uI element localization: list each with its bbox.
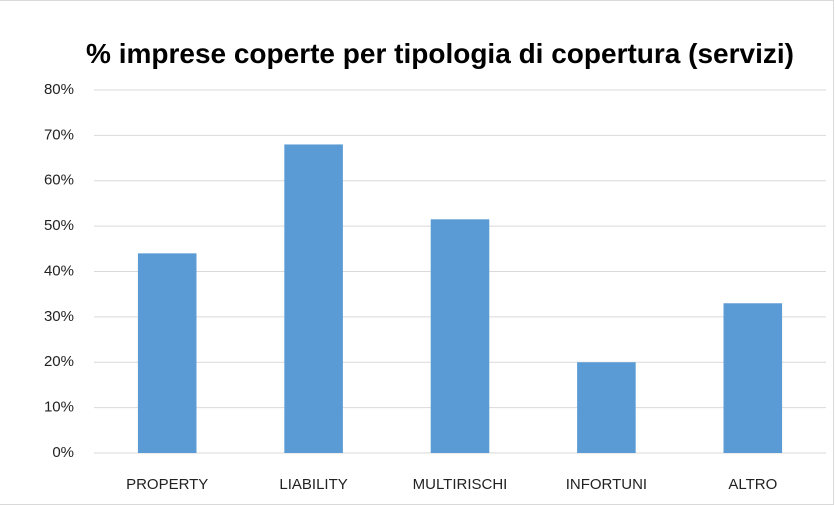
y-tick-label: 70% xyxy=(44,126,74,143)
x-tick-label: INFORTUNI xyxy=(566,476,647,493)
y-tick-label: 30% xyxy=(44,308,74,325)
x-tick-label: PROPERTY xyxy=(126,476,208,493)
x-tick-label: LIABILITY xyxy=(279,476,347,493)
x-tick-label: ALTRO xyxy=(728,476,777,493)
bar xyxy=(284,144,343,453)
y-tick-label: 80% xyxy=(44,81,74,98)
bar xyxy=(137,253,197,453)
bar xyxy=(577,362,636,453)
chart-title: % imprese coperte per tipologia di coper… xyxy=(86,38,794,69)
y-tick-label: 40% xyxy=(44,262,74,279)
y-tick-label: 10% xyxy=(44,399,74,416)
y-tick-label: 50% xyxy=(44,217,74,234)
x-tick-label: MULTIRISCHI xyxy=(413,476,508,493)
y-tick-label: 60% xyxy=(44,172,74,189)
bar xyxy=(723,303,783,453)
y-tick-label: 0% xyxy=(52,444,74,461)
bar xyxy=(430,219,490,453)
y-tick-label: 20% xyxy=(44,353,74,370)
